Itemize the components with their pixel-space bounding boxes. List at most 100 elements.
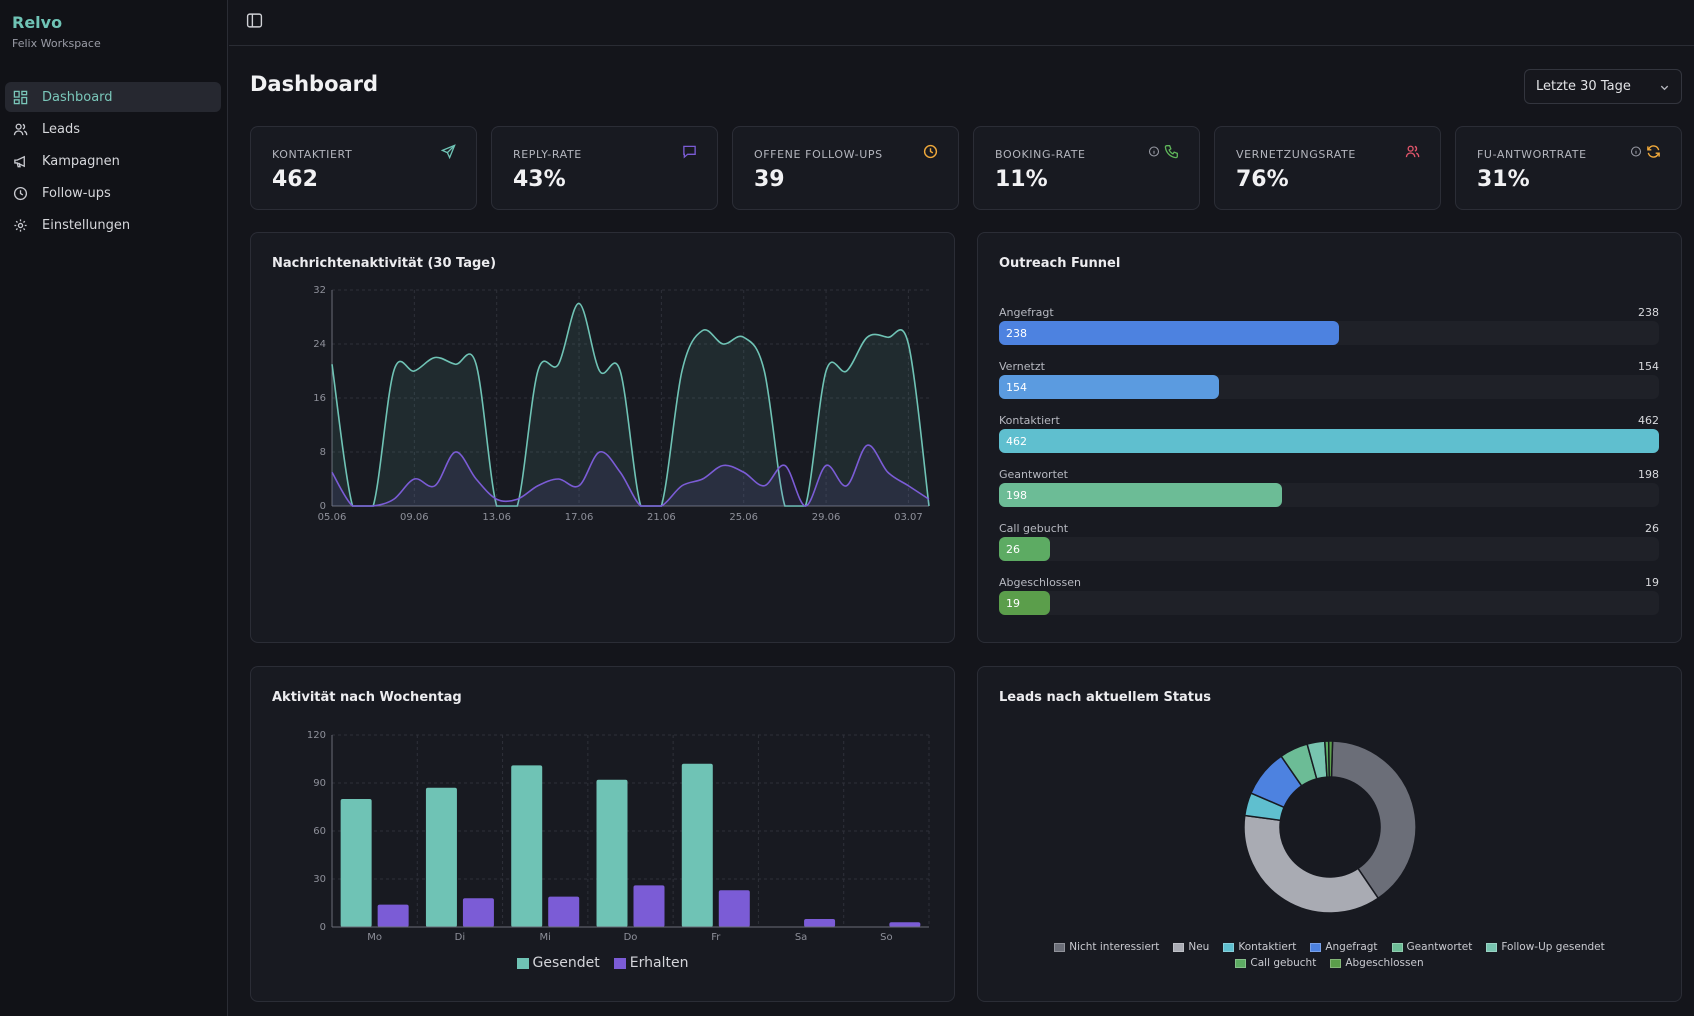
donut-slice-neu [1243, 814, 1380, 914]
page-title: Dashboard [250, 72, 379, 96]
funnel-stage-label: Abgeschlossen [999, 576, 1081, 589]
legend-label: Erhalten [629, 955, 689, 971]
kpi-card-offene-follow-ups: OFFENE FOLLOW-UPS 39 [732, 126, 959, 210]
chart-title: Outreach Funnel [999, 256, 1121, 271]
legend-swatch [613, 957, 626, 969]
sidebar-item-label: Kampagnen [42, 153, 120, 169]
info-icon[interactable] [1148, 144, 1160, 159]
status-donut-chart [1243, 740, 1417, 914]
legend-swatch [1330, 958, 1342, 968]
legend-item[interactable]: Nicht interessiert [1054, 941, 1159, 953]
date-range-select[interactable]: Letzte 30 Tage [1524, 69, 1682, 104]
sidebar-item-label: Follow-ups [42, 185, 111, 201]
users-icon [1405, 145, 1420, 158]
funnel-stage-label: Vernetzt [999, 360, 1045, 373]
legend-item[interactable]: Angefragt [1310, 941, 1378, 953]
clock-icon [13, 186, 28, 200]
y-tick-label: 24 [313, 339, 326, 350]
legend-label: Call gebucht [1250, 957, 1317, 969]
series-area-0 [332, 303, 929, 506]
funnel-stage-label: Angefragt [999, 306, 1054, 319]
funnel-stage-label: Kontaktiert [999, 414, 1060, 427]
legend-label: Gesendet [532, 955, 600, 971]
sidebar-item-kampagnen[interactable]: Kampagnen [5, 146, 221, 176]
funnel-stage-count: 154 [1638, 360, 1659, 373]
funnel-track: 26 [999, 537, 1659, 561]
sidebar-nav: Dashboard Leads Kampagnen Follow-ups Ein… [5, 82, 221, 242]
kpi-card-booking-rate: BOOKING-RATE 11% [973, 126, 1200, 210]
x-tick-label: 05.06 [318, 512, 347, 523]
kpi-label: KONTAKTIERT [272, 148, 353, 161]
funnel-card: Outreach Funnel Angefragt 238 238 Vernetzt 1… [977, 232, 1682, 643]
funnel-stage-label: Call gebucht [999, 522, 1069, 535]
bar-erhalten-fr [718, 890, 750, 927]
x-tick-label: 17.06 [565, 512, 594, 523]
message-icon [683, 145, 696, 159]
activity-chart-card: Nachrichtenaktivität (30 Tage) 0 8 16 24 32 0… [250, 232, 955, 643]
legend-item[interactable]: Neu [1173, 941, 1209, 953]
legend-item[interactable]: Kontaktiert [1223, 941, 1296, 953]
legend-swatch [1391, 942, 1403, 952]
legend-swatch [1223, 942, 1235, 952]
funnel-track: 462 [999, 429, 1659, 453]
legend-item[interactable]: Abgeschlossen [1330, 957, 1424, 969]
y-tick-label: 90 [313, 778, 326, 789]
series-line-0 [331, 302, 930, 507]
funnel-stage-count: 26 [1645, 522, 1659, 535]
bar-gesendet-do [596, 779, 628, 927]
bar-gesendet-fr [681, 763, 713, 927]
funnel-track: 198 [999, 483, 1659, 507]
chart-title: Leads nach aktuellem Status [999, 690, 1212, 705]
status-legend: Nicht interessiert Neu Kontaktiert Angefrag… [1018, 941, 1641, 969]
info-icon[interactable] [1630, 144, 1642, 159]
clock-icon [923, 144, 938, 159]
y-tick-label: 0 [320, 922, 326, 933]
bar-erhalten-so [889, 922, 921, 927]
app-name: Relvo [12, 13, 63, 32]
legend-item[interactable]: Call gebucht [1235, 957, 1316, 969]
funnel-stage-count: 19 [1645, 576, 1659, 589]
donut-slice-nicht-interessiert [1330, 740, 1417, 900]
phone-icon [1164, 145, 1178, 159]
sidebar-item-follow-ups[interactable]: Follow-ups [5, 178, 221, 208]
funnel-bar-value: 198 [1006, 489, 1027, 502]
funnel-bar-value: 26 [1006, 543, 1020, 556]
kpi-value: 11% [995, 167, 1048, 192]
funnel-bar-value: 154 [1006, 381, 1027, 394]
legend-swatch [1486, 942, 1498, 952]
y-tick-label: 16 [313, 393, 326, 404]
sidebar-item-leads[interactable]: Leads [5, 114, 221, 144]
workspace-name: Felix Workspace [12, 37, 101, 50]
legend-item-erhalten[interactable]: Erhalten [613, 955, 689, 971]
y-tick-label: 30 [313, 874, 326, 885]
x-tick-label: Mo [367, 932, 382, 943]
x-tick-label: Mi [540, 932, 551, 943]
legend-label: Abgeschlossen [1345, 957, 1424, 969]
funnel-bar: 19 [999, 591, 1051, 615]
legend-label: Angefragt [1325, 941, 1378, 953]
legend-item-gesendet[interactable]: Gesendet [516, 955, 600, 971]
x-tick-label: Fr [711, 932, 721, 943]
legend-label: Nicht interessiert [1069, 941, 1160, 953]
funnel-bar: 154 [999, 375, 1219, 399]
users-icon [13, 123, 28, 135]
sidebar-item-einstellungen[interactable]: Einstellungen [5, 210, 221, 240]
y-tick-label: 32 [313, 285, 326, 296]
kpi-card-reply-rate: REPLY-RATE 43% [491, 126, 718, 210]
x-tick-label: 13.06 [482, 512, 511, 523]
kpi-label: FU-ANTWORTRATE [1477, 148, 1587, 161]
sidebar-toggle-icon[interactable] [246, 12, 263, 29]
series-area-1 [332, 445, 929, 506]
legend-item[interactable]: Geantwortet [1391, 941, 1473, 953]
legend-label: Geantwortet [1406, 941, 1473, 953]
sidebar-item-dashboard[interactable]: Dashboard [5, 82, 221, 112]
status-chart-card: Leads nach aktuellem Status Nicht intere… [977, 666, 1682, 1002]
legend-swatch [1235, 958, 1247, 968]
x-tick-label: Sa [795, 932, 807, 943]
funnel-bar: 198 [999, 483, 1282, 507]
topbar [229, 0, 1694, 46]
y-tick-label: 120 [307, 730, 326, 741]
x-tick-label: 09.06 [400, 512, 429, 523]
legend-item[interactable]: Follow-Up gesendet [1486, 941, 1605, 953]
y-tick-label: 60 [313, 826, 326, 837]
